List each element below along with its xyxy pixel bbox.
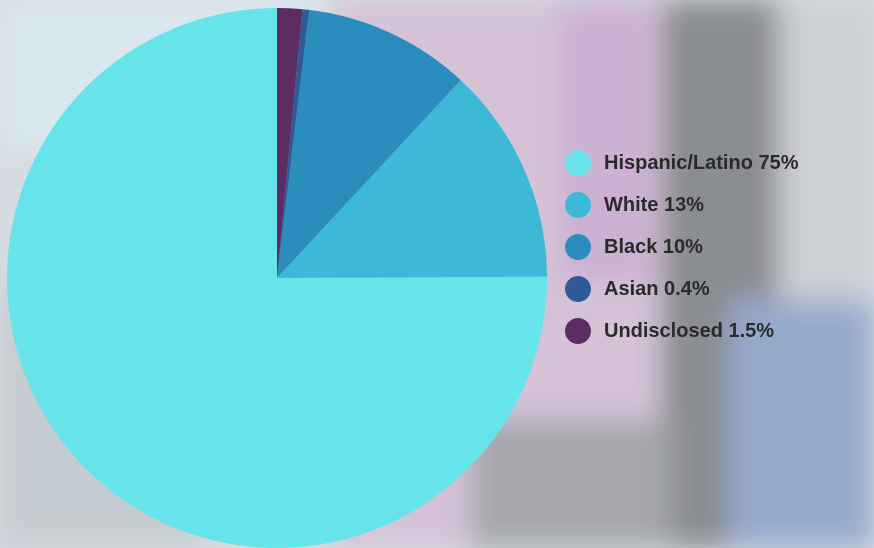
legend-item-black: Black 10% (565, 226, 874, 268)
pie-slice-white (277, 80, 547, 278)
legend-label: White 13% (604, 193, 705, 216)
chart-legend: Hispanic/Latino 75% White 13% Black 10% … (565, 142, 874, 352)
pie-slice-hispanic-latino (7, 8, 548, 548)
legend-swatch (565, 192, 591, 218)
pie-slice-undisclosed (277, 8, 303, 278)
pie-slice-asian (277, 9, 310, 278)
legend-swatch (565, 150, 591, 176)
legend-label: Black 10% (604, 235, 703, 258)
legend-item-undisclosed: Undisclosed 1.5% (565, 310, 874, 352)
legend-item-white: White 13% (565, 184, 874, 226)
legend-item-asian: Asian 0.4% (565, 268, 874, 310)
legend-label: Undisclosed 1.5% (604, 319, 775, 342)
legend-swatch (565, 276, 591, 302)
legend-item-hispanic-latino: Hispanic/Latino 75% (565, 142, 874, 184)
legend-swatch (565, 318, 591, 344)
legend-label: Asian 0.4% (604, 277, 710, 300)
legend-swatch (565, 234, 591, 260)
legend-label: Hispanic/Latino 75% (604, 151, 799, 174)
pie-slice-black (277, 9, 461, 279)
